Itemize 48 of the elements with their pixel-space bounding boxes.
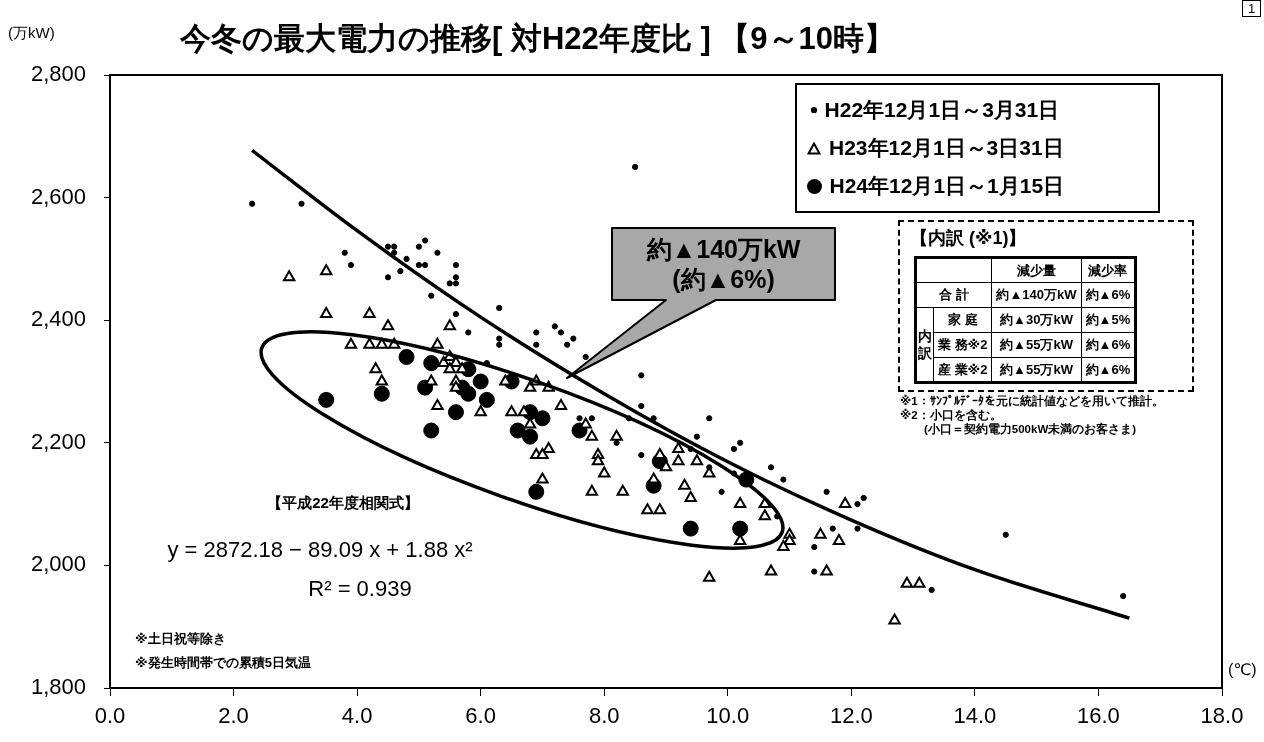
x-tick-label: 8.0 — [588, 703, 620, 729]
x-tick-label: 6.0 — [465, 703, 496, 729]
annotation: 【平成22年度相関式】 — [267, 494, 419, 513]
annotation: ※1：ｻﾝﾌﾟﾙﾃﾞｰﾀを元に統計値などを用いて推計。 — [900, 394, 1164, 408]
x-tick-label: 18.0 — [1200, 703, 1244, 729]
x-tick-label: 0.0 — [94, 703, 126, 729]
text: 1 — [1242, 0, 1262, 17]
annotation: 約▲55万kW — [991, 332, 1082, 358]
annotation: (小口＝契約電力500kW未満のお客さま) — [924, 422, 1137, 437]
annotation: 減少量 — [991, 257, 1082, 283]
legend-label: H24年12月1日～1月15日 — [829, 173, 1065, 199]
annotation: ※2：小口を含む。 — [900, 408, 1002, 423]
annotation: 減少率 — [1081, 257, 1136, 283]
annotation: 約▲5% — [1081, 307, 1136, 333]
y-tick-label: 2,000 — [30, 551, 86, 577]
x-tick-label: 14.0 — [953, 703, 997, 729]
x-axis-title: (℃) — [1228, 660, 1257, 679]
y-tick-label: 2,400 — [30, 306, 86, 332]
annotation: ※土日祝等除き — [135, 630, 226, 648]
annotation: 約▲6% — [1081, 332, 1136, 358]
x-tick-label: 12.0 — [829, 703, 873, 729]
legend-label: H22年12月1日～3月31日 — [824, 97, 1060, 123]
y-tick-label: 2,200 — [30, 428, 86, 454]
annotation: 約▲6% — [1081, 282, 1136, 308]
annotation: 合 計 — [915, 282, 992, 308]
annotation: 産 業※2 — [933, 357, 992, 383]
chart-title: 今冬の最大電力の推移[ 対H22年度比 ] 【9～10時】 — [180, 20, 896, 58]
y-axis-title: (万kW) — [8, 24, 55, 43]
text: 【内訳 (※1)】 — [910, 227, 1027, 250]
y-tick-label: 2,600 — [30, 183, 86, 209]
annotation: R² = 0.939 — [308, 576, 412, 602]
annotation: 業 務※2 — [933, 332, 992, 358]
annotation: 約▲55万kW — [991, 357, 1082, 383]
y-tick-label: 1,800 — [30, 674, 86, 700]
legend-label: H23年12月1日～3日31日 — [829, 135, 1064, 161]
annotation: 約▲140万kW — [991, 282, 1082, 308]
x-tick-label: 2.0 — [218, 703, 249, 729]
x-tick-label: 10.0 — [706, 703, 750, 729]
annotation: 家 庭 — [933, 307, 992, 333]
x-tick-label: 4.0 — [341, 703, 373, 729]
annotation: 約▲30万kW — [991, 307, 1082, 333]
annotation: 内訳 — [918, 327, 932, 362]
x-tick-label: 16.0 — [1077, 703, 1120, 729]
annotation: 約▲6% — [1081, 357, 1136, 383]
annotation: y = 2872.18 − 89.09 x + 1.88 x² — [167, 537, 473, 563]
y-tick-label: 2,800 — [30, 61, 86, 87]
annotation: 約▲140万kW (約▲6%) — [645, 234, 802, 295]
annotation: ※発生時間帯での累積5日気温 — [135, 654, 311, 672]
